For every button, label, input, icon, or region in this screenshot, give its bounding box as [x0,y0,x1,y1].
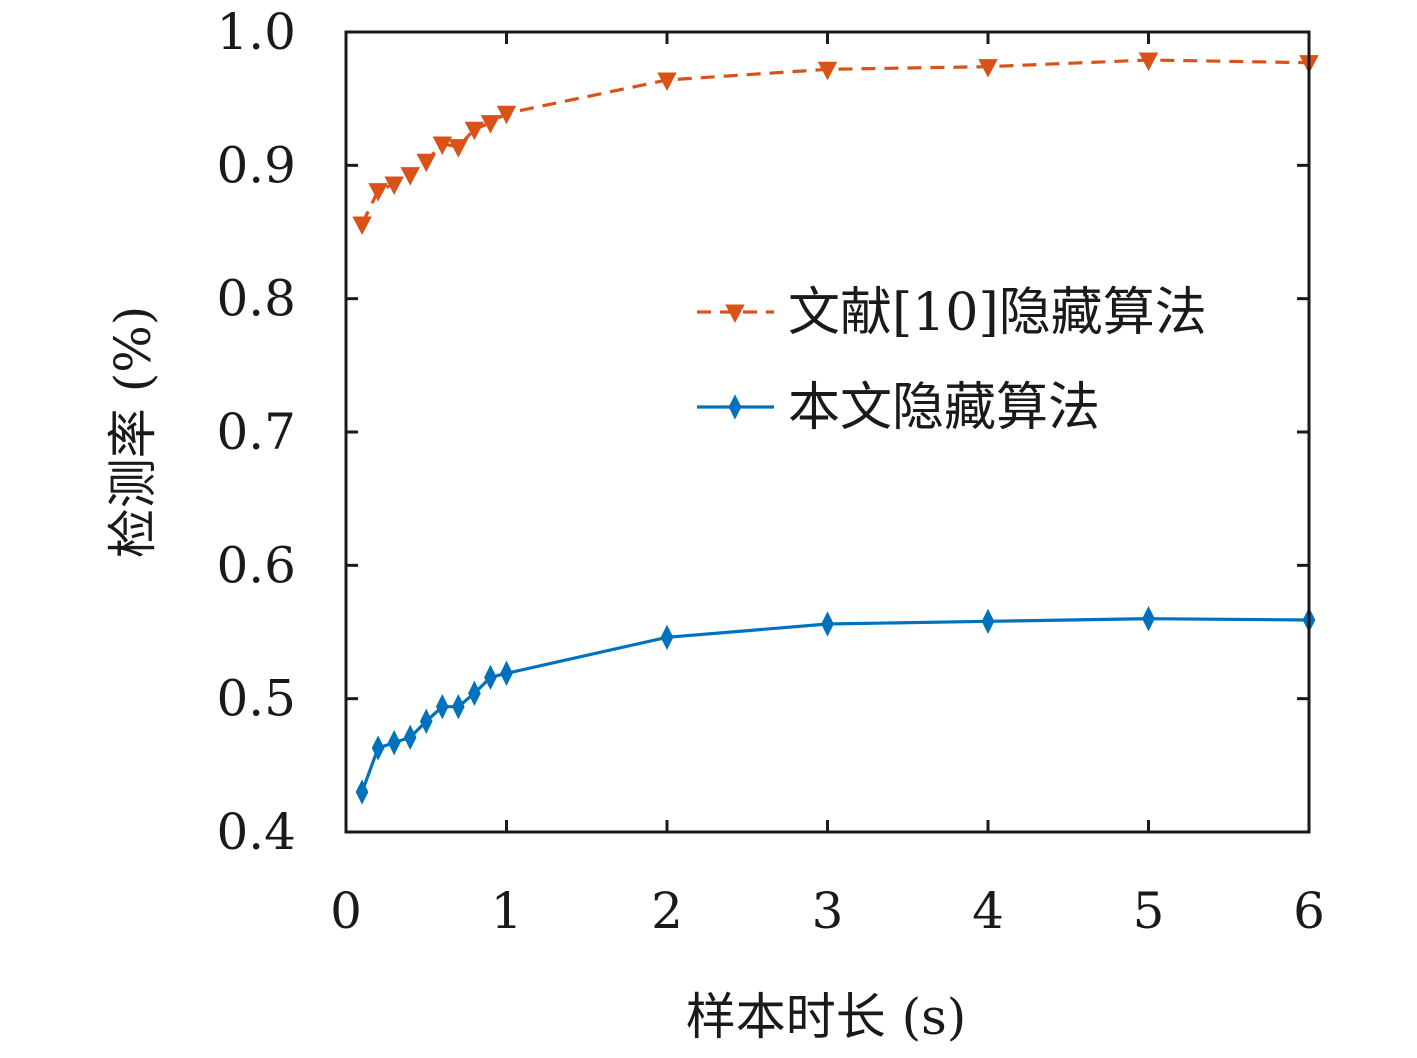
data-point [821,611,834,637]
series-1 [355,605,1316,805]
y-tick-label: 0.8 [216,270,296,328]
x-tick-label: 6 [1293,882,1325,940]
data-point [452,693,465,720]
data-point [1142,605,1155,632]
x-tick-label: 1 [491,882,523,940]
series-line [360,58,1310,225]
legend-marker [725,304,745,323]
data-point [403,724,417,751]
data-point [387,729,401,756]
data-point [817,61,838,81]
y-tick-label: 1.0 [216,3,296,61]
x-tick-label: 5 [1133,882,1165,940]
x-tick-label: 4 [972,882,1004,940]
data-point [432,136,453,155]
series-0 [352,52,1319,235]
data-point [660,624,674,651]
data-point [981,608,995,635]
data-point [1138,52,1159,71]
data-point [480,115,501,134]
y-axis-label: 检测率 (%) [104,306,162,558]
x-tick-label: 2 [651,882,683,940]
data-point [468,680,481,707]
data-point [355,779,369,805]
y-tick-label: 0.5 [216,670,296,728]
data-point [416,153,436,173]
x-tick-label: 0 [330,882,362,940]
legend-label: 文献[10]隐藏算法 [788,283,1207,343]
series-layer [352,52,1319,805]
data-point [435,693,449,720]
data-point [384,176,404,195]
legend-entry-0: 文献[10]隐藏算法 [697,283,1207,343]
data-point [448,139,469,158]
x-tick-label: 3 [812,882,844,940]
data-point [464,121,485,141]
data-point [419,708,433,735]
data-point [500,660,513,687]
y-tick-label: 0.6 [216,536,296,594]
data-point [352,216,372,235]
series-line [360,617,1310,793]
y-tick-label: 0.7 [216,403,296,461]
data-point [371,735,385,761]
legend-label: 本文隐藏算法 [788,378,1100,438]
x-axis-label: 样本时长 (s) [686,988,967,1046]
data-point [368,183,388,202]
data-point [978,59,998,78]
y-tick-label: 0.4 [216,803,296,861]
data-point [484,664,497,691]
data-point [657,72,677,91]
data-point [496,105,517,125]
tick-labels: 0 1 2 3 4 5 6 0.4 0.5 0.6 0.7 0.8 0.9 1.0 [216,3,1324,940]
data-point [400,167,420,186]
y-tick-label: 0.9 [216,136,296,194]
legend-marker [728,394,742,420]
legend-entry-1: 本文隐藏算法 [697,378,1100,438]
ticks-layer [344,30,1311,834]
